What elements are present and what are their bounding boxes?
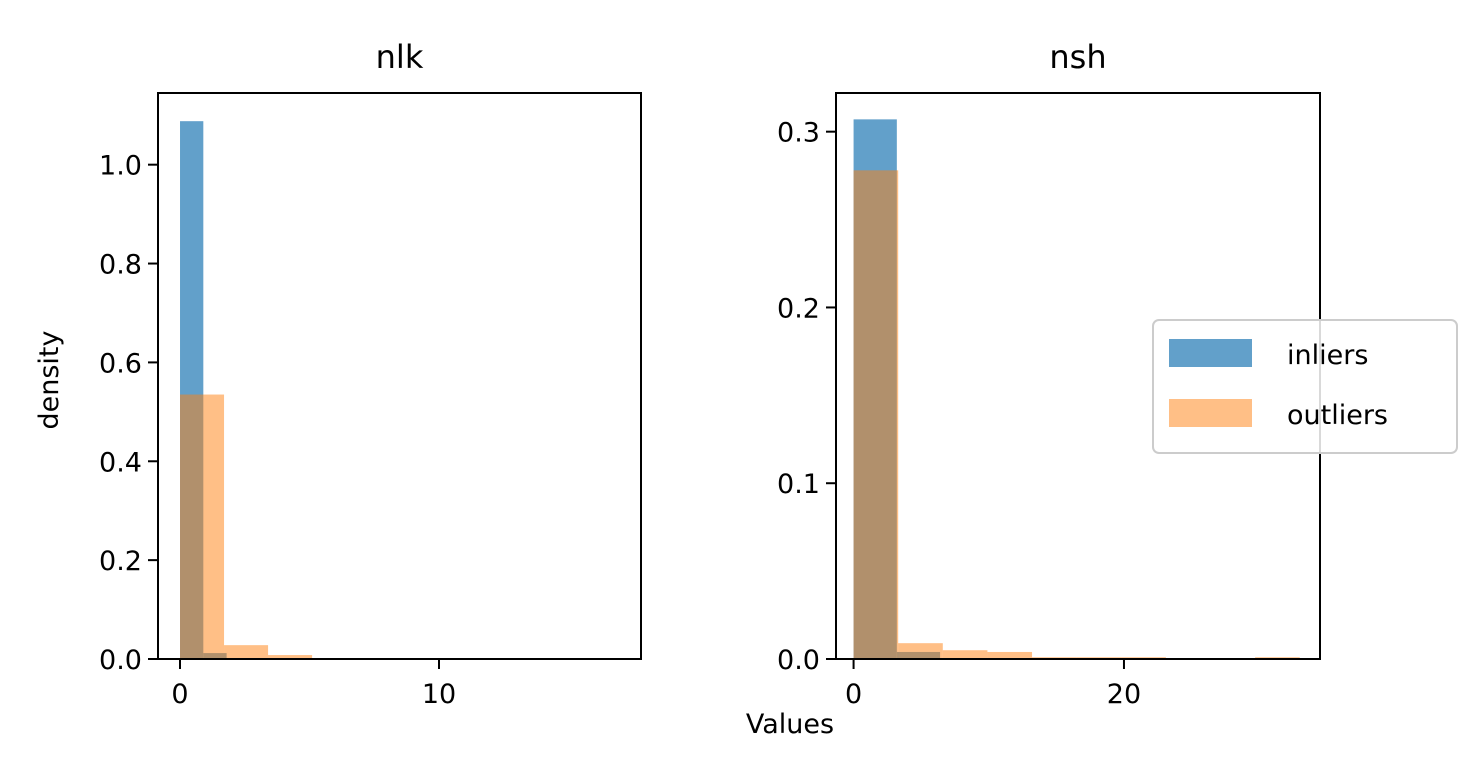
x-tick-label: 10 [422, 679, 456, 710]
histogram-bar-outliers [898, 643, 943, 659]
histogram-bar-outliers [987, 651, 1033, 659]
y-axis-label: density [34, 330, 65, 429]
y-tick-label: 0.0 [99, 645, 142, 676]
x-tick-label: 0 [171, 679, 188, 710]
ticks-nsh: 0 20 0.0 0.1 0.2 0.3 [777, 118, 1141, 710]
legend-swatch-inliers [1169, 339, 1252, 367]
y-tick-label: 0.2 [99, 546, 142, 577]
y-tick-label: 0.3 [777, 118, 820, 149]
histogram-bar-outliers [942, 650, 988, 659]
ticks-nlk: 0 10 0.0 0.2 0.4 0.6 0.8 1.0 [99, 151, 456, 710]
bars-nlk [180, 121, 401, 660]
subplot-title-nsh: nsh [1049, 38, 1106, 76]
x-axis-label: Values [746, 709, 834, 740]
axes-frame [157, 92, 642, 660]
x-tick-label: 20 [1107, 679, 1141, 710]
legend: inliers outliers [1152, 319, 1458, 454]
histogram-bar-outliers [180, 394, 225, 659]
legend-swatch-outliers [1169, 399, 1252, 427]
subplot-title-nlk: nlk [376, 38, 424, 76]
histogram-bar-outliers [224, 645, 269, 659]
x-tick-label: 0 [845, 679, 862, 710]
subplot-nsh: 0 20 0.0 0.1 0.2 0.3 nsh [777, 38, 1321, 710]
histogram-bar-outliers [268, 655, 313, 659]
legend-label-inliers: inliers [1287, 340, 1368, 371]
y-tick-label: 0.2 [777, 293, 820, 324]
y-tick-label: 0.4 [99, 447, 142, 478]
legend-label-outliers: outliers [1287, 400, 1388, 431]
y-tick-label: 1.0 [99, 151, 142, 182]
plot-area [158, 93, 641, 659]
y-tick-label: 0.6 [99, 348, 142, 379]
bars-nsh [853, 119, 1300, 660]
y-tick-label: 0.8 [99, 250, 142, 281]
y-tick-label: 0.1 [777, 469, 820, 500]
histogram-bar-outliers [853, 170, 899, 659]
y-tick-label: 0.0 [777, 645, 820, 676]
subplot-nlk: 0 10 0.0 0.2 0.4 0.6 0.8 1.0 nlk [99, 38, 642, 710]
